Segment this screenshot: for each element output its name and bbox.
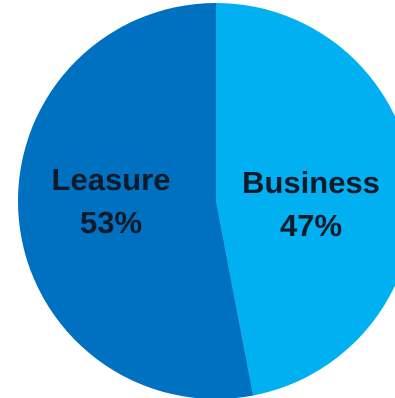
slice-value-business: 47% — [280, 208, 342, 243]
slice-label-business: Business — [242, 165, 380, 200]
pie-slices — [17, 3, 395, 398]
pie-slice-leasure — [17, 3, 254, 398]
slice-label-leasure: Leasure — [52, 162, 171, 197]
slice-value-leasure: 53% — [80, 205, 142, 240]
pie-slice-business — [216, 3, 395, 396]
pie-labels: Business 47% Leasure 53% — [52, 162, 380, 243]
